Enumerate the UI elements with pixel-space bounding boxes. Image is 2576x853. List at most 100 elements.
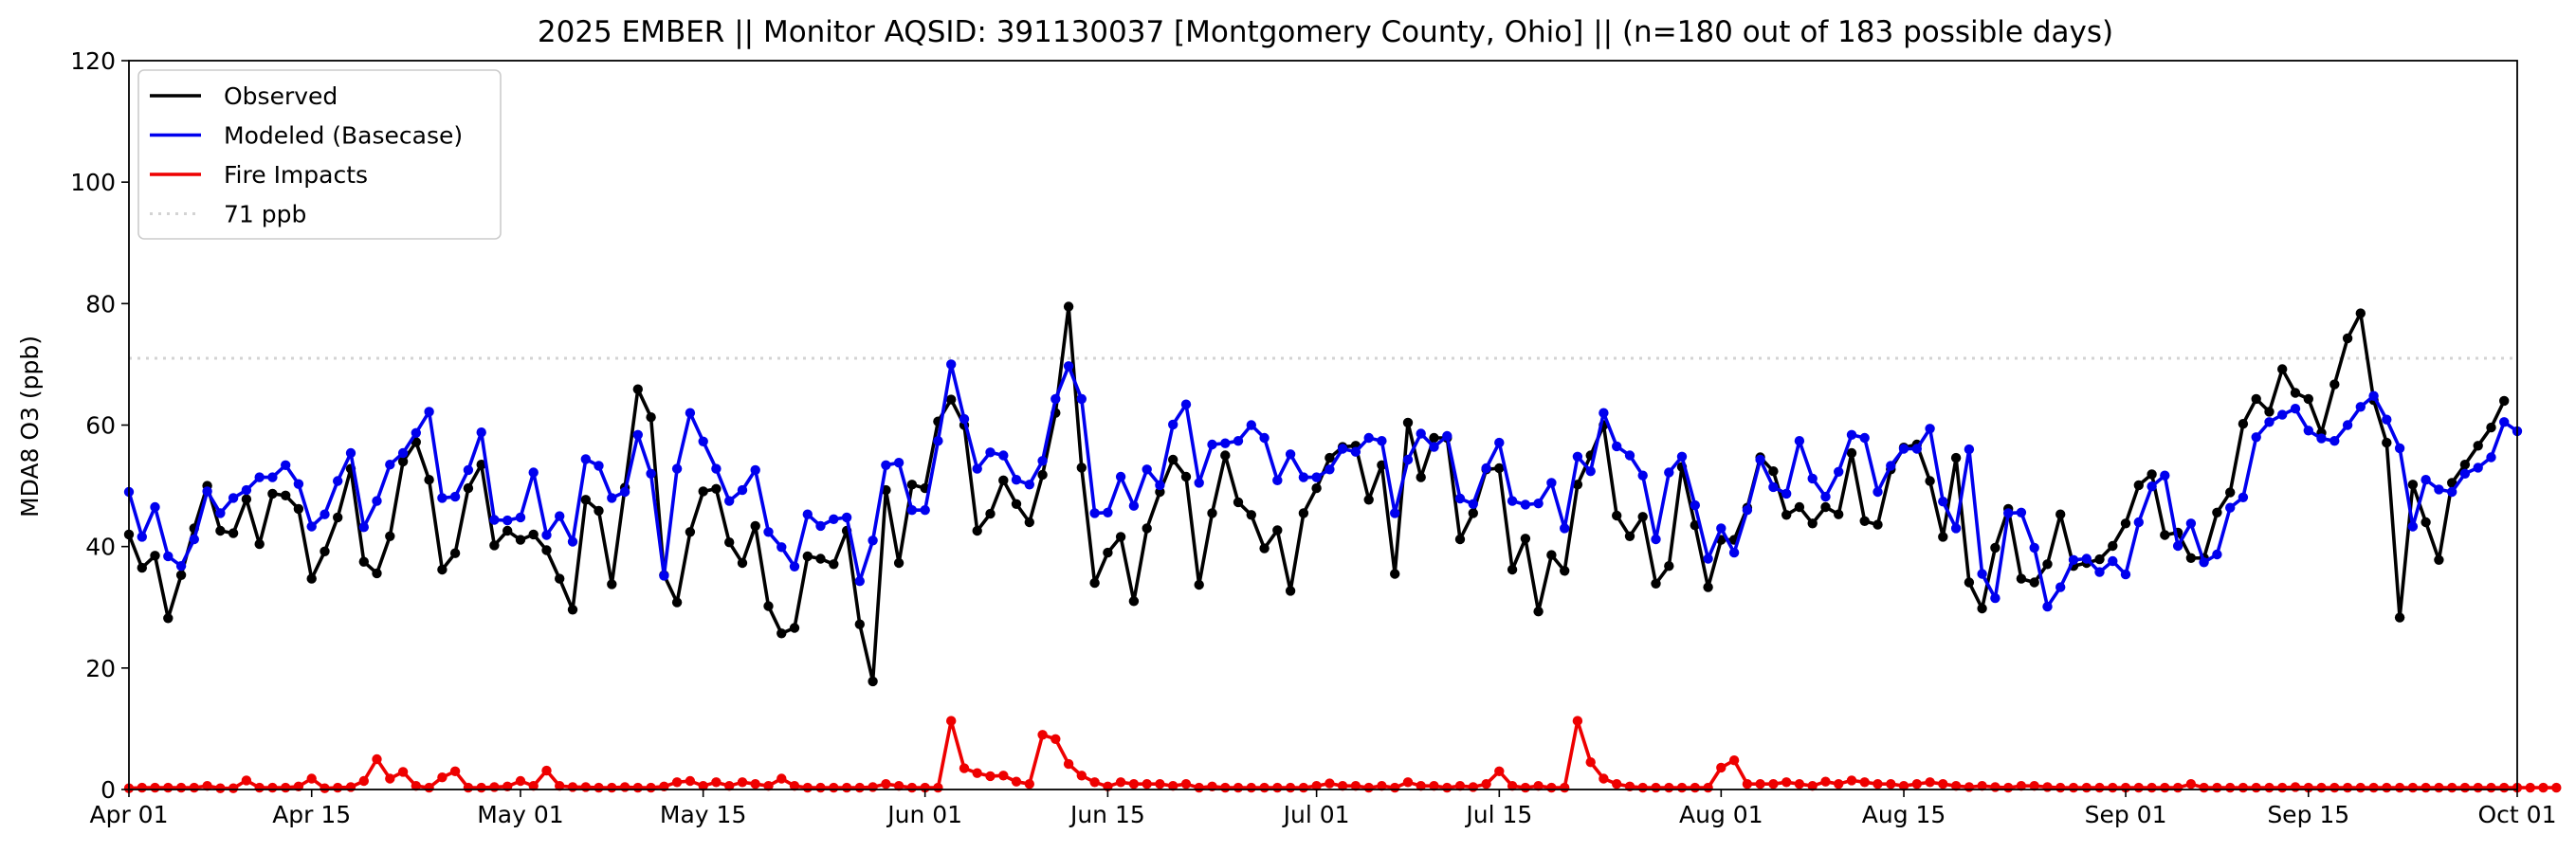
series-point bbox=[254, 472, 265, 482]
series-point bbox=[2421, 517, 2431, 528]
series-point bbox=[1612, 510, 1622, 521]
series-point bbox=[1664, 782, 1674, 793]
series-point bbox=[1950, 523, 1962, 534]
series-point bbox=[1050, 393, 1061, 405]
series-point bbox=[580, 782, 591, 792]
series-point bbox=[515, 535, 526, 545]
series-point bbox=[646, 412, 656, 423]
series-point bbox=[1690, 520, 1701, 531]
series-point bbox=[868, 782, 878, 792]
series-point bbox=[2081, 554, 2092, 564]
series-point bbox=[1390, 508, 1400, 518]
legend-label: Fire Impacts bbox=[224, 161, 368, 189]
y-tick-label: 20 bbox=[85, 655, 116, 682]
series-point bbox=[2160, 470, 2170, 481]
series-point bbox=[2382, 782, 2392, 793]
series-point bbox=[1076, 771, 1087, 781]
series-point bbox=[281, 782, 291, 793]
series-point bbox=[802, 551, 813, 562]
series-point bbox=[1024, 517, 1035, 528]
series-point bbox=[2055, 582, 2066, 592]
series-point bbox=[1925, 777, 1935, 788]
series-point bbox=[2003, 508, 2014, 518]
series-point bbox=[1468, 782, 1479, 792]
series-point bbox=[2094, 554, 2105, 565]
series-point bbox=[241, 775, 252, 786]
legend: Observed Modeled (Basecase) Fire Impacts 71… bbox=[137, 69, 502, 240]
series-point bbox=[215, 508, 226, 518]
series-point bbox=[2538, 782, 2549, 793]
series-point bbox=[829, 782, 839, 793]
series-line bbox=[127, 362, 2519, 608]
series-point bbox=[1599, 408, 1609, 418]
series-point bbox=[1676, 451, 1688, 462]
series-point bbox=[671, 777, 683, 788]
series-point bbox=[2042, 559, 2053, 570]
series-point bbox=[528, 529, 539, 540]
series-point bbox=[1703, 554, 1713, 564]
series-point bbox=[202, 486, 212, 497]
series-point bbox=[1820, 491, 1831, 502]
series-point bbox=[2459, 468, 2471, 479]
series-point bbox=[2499, 395, 2510, 407]
series-point bbox=[2172, 782, 2183, 793]
series-point bbox=[2251, 432, 2261, 443]
x-tick-label: Sep 01 bbox=[2085, 801, 2167, 828]
y-axis-label: MDA8 O3 (ppb) bbox=[16, 336, 44, 517]
series-point bbox=[2068, 554, 2079, 565]
series-point bbox=[2434, 782, 2444, 793]
series-point bbox=[698, 781, 708, 791]
series-point bbox=[2185, 779, 2197, 789]
series-point bbox=[1390, 569, 1400, 579]
series-point bbox=[2290, 782, 2301, 792]
series-point bbox=[1285, 782, 1296, 793]
series-point bbox=[2081, 782, 2092, 793]
series-point bbox=[1363, 432, 1374, 444]
x-tick-label: Sep 15 bbox=[2267, 801, 2349, 828]
x-tick-label: May 01 bbox=[477, 801, 563, 828]
series-point bbox=[1220, 782, 1231, 793]
series-point bbox=[1454, 534, 1466, 545]
series-point bbox=[1560, 782, 1570, 793]
series-point bbox=[2185, 518, 2197, 529]
series-point bbox=[985, 447, 996, 458]
series-point bbox=[750, 779, 760, 789]
series-point bbox=[1285, 449, 1296, 460]
series-point bbox=[2407, 782, 2419, 793]
series-point bbox=[1024, 480, 1035, 490]
series-point bbox=[320, 783, 330, 793]
series-point bbox=[2290, 404, 2301, 414]
series-point bbox=[1781, 510, 1792, 520]
series-point bbox=[1742, 505, 1753, 516]
series-point bbox=[424, 407, 434, 417]
series-point bbox=[2147, 481, 2157, 492]
series-point bbox=[345, 447, 356, 459]
series-point bbox=[1298, 472, 1309, 482]
series-point bbox=[189, 782, 199, 793]
series-point bbox=[1560, 523, 1570, 534]
series-point bbox=[1416, 472, 1426, 482]
series-point bbox=[2029, 577, 2039, 588]
series-point bbox=[763, 527, 774, 537]
series-point bbox=[1768, 466, 1779, 477]
series-point bbox=[1220, 450, 1231, 461]
series-point bbox=[2394, 443, 2405, 454]
series-point bbox=[1834, 509, 1844, 519]
series-point bbox=[1076, 463, 1087, 473]
series-point bbox=[1572, 480, 1583, 490]
series-point bbox=[1115, 777, 1126, 788]
series-point bbox=[1168, 419, 1178, 430]
series-point bbox=[959, 763, 970, 773]
series-point bbox=[1050, 734, 1061, 744]
series-point bbox=[528, 781, 539, 791]
series-point bbox=[2486, 452, 2496, 463]
series-point bbox=[1977, 569, 1987, 579]
series-point bbox=[1846, 429, 1857, 440]
series-point bbox=[1155, 480, 1165, 491]
series-point bbox=[2042, 782, 2053, 792]
series-point bbox=[541, 545, 552, 555]
series-point bbox=[906, 782, 918, 793]
series-point bbox=[1768, 481, 1779, 493]
series-point bbox=[320, 546, 330, 556]
series-point bbox=[1755, 454, 1765, 465]
